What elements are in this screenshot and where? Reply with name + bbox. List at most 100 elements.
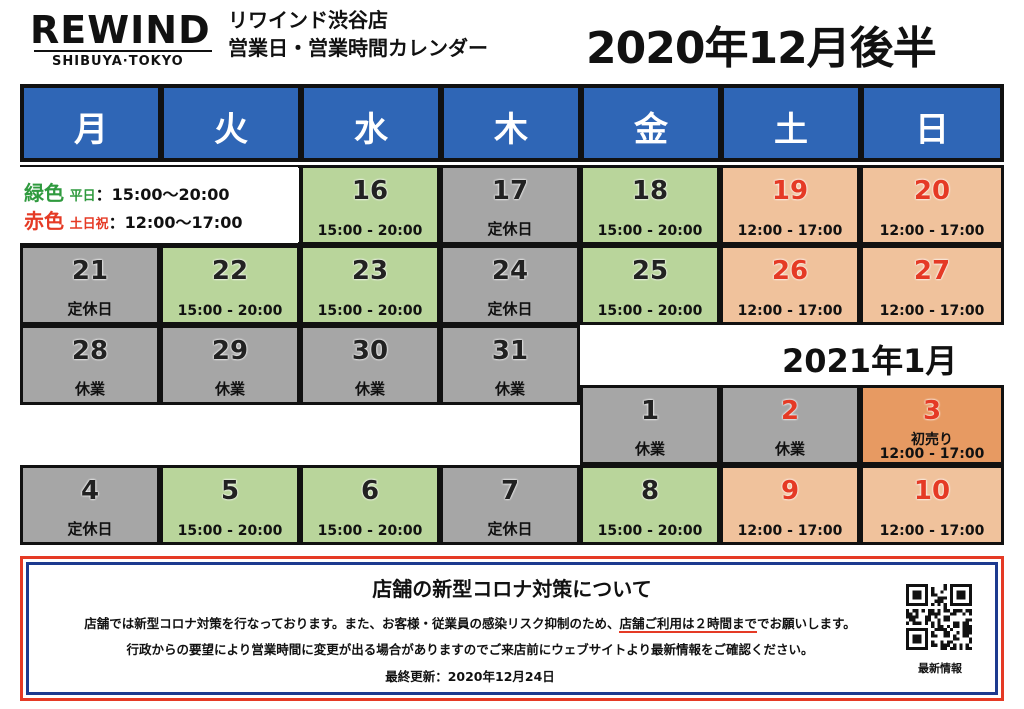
day-status: 休業 xyxy=(494,380,525,398)
weekday-label: 日 xyxy=(915,110,949,150)
day-cell-28: 28 休業 xyxy=(20,325,160,405)
day-number: 29 xyxy=(211,336,249,366)
hours-legend: 緑色 平日：15:00〜20:00 赤色 土日祝：12:00〜17:00 xyxy=(20,167,298,243)
notice-line-1-a: 店舗では新型コロナ対策を行なっております。また、お客様・従業員の感染リスク抑制の… xyxy=(84,616,620,631)
day-status: 休業 xyxy=(774,440,805,458)
day-cell-27: 27 12:00 - 17:00 xyxy=(860,245,1004,325)
day-number: 20 xyxy=(913,176,951,206)
day-cell-8: 8 15:00 - 20:00 xyxy=(580,465,720,545)
weekday-label: 土 xyxy=(774,110,808,150)
weekday-header-4: 金 xyxy=(580,84,722,162)
page-title: 2020年12月後半 xyxy=(586,23,937,74)
weekday-header-5: 土 xyxy=(720,84,862,162)
day-cell-20: 20 12:00 - 17:00 xyxy=(860,165,1004,245)
day-cell-30: 30 休業 xyxy=(300,325,440,405)
day-status: 休業 xyxy=(74,380,105,398)
legend-red-days: 土日祝 xyxy=(69,217,109,232)
logo-subtitle: SHIBUYA·TOKYO xyxy=(52,54,184,69)
business-hours: 12:00 - 17:00 xyxy=(737,223,843,239)
weekday-header-2: 水 xyxy=(300,84,442,162)
day-number: 25 xyxy=(631,256,669,286)
day-cell-6: 6 15:00 - 20:00 xyxy=(300,465,440,545)
day-number: 23 xyxy=(351,256,389,286)
day-number: 21 xyxy=(71,256,109,286)
notice-box xyxy=(26,562,998,695)
day-status: 初売り xyxy=(911,432,953,448)
notice-title: 店舗の新型コロナ対策について xyxy=(372,577,652,601)
business-hours: 12:00 - 17:00 xyxy=(879,446,985,462)
day-number: 28 xyxy=(71,336,109,366)
legend-weekday: 緑色 平日：15:00〜20:00 xyxy=(24,177,229,206)
day-number: 6 xyxy=(360,476,380,506)
weekday-header-0: 月 xyxy=(20,84,162,162)
day-cell-7: 7 定休日 xyxy=(440,465,580,545)
day-status: 定休日 xyxy=(487,520,533,538)
store-name: リワインド渋谷店 xyxy=(228,8,388,32)
day-cell-25: 25 15:00 - 20:00 xyxy=(580,245,720,325)
day-number: 2 xyxy=(780,396,800,426)
day-number: 17 xyxy=(491,176,529,206)
day-number: 3 xyxy=(922,396,942,426)
logo-rule xyxy=(34,50,212,52)
day-cell-17: 17 定休日 xyxy=(440,165,580,245)
weekday-label: 水 xyxy=(354,110,388,150)
day-cell-19: 19 12:00 - 17:00 xyxy=(720,165,860,245)
day-status: 定休日 xyxy=(67,520,113,538)
store-heading: リワインド渋谷店 営業日・営業時間カレンダー xyxy=(228,6,488,62)
legend-red-label: 赤色 xyxy=(24,209,64,233)
day-cell-21: 21 定休日 xyxy=(20,245,160,325)
day-cell-24: 24 定休日 xyxy=(440,245,580,325)
day-cell-16: 16 15:00 - 20:00 xyxy=(300,165,440,245)
day-status: 定休日 xyxy=(67,300,113,318)
day-cell-26: 26 12:00 - 17:00 xyxy=(720,245,860,325)
day-cell-22: 22 15:00 - 20:00 xyxy=(160,245,300,325)
day-status: 定休日 xyxy=(487,220,533,238)
legend-green-hours: ：15:00〜20:00 xyxy=(95,185,230,204)
day-cell-18: 18 15:00 - 20:00 xyxy=(580,165,720,245)
business-hours: 12:00 - 17:00 xyxy=(879,523,985,539)
business-hours: 15:00 - 20:00 xyxy=(317,223,423,239)
business-hours: 15:00 - 20:00 xyxy=(597,303,703,319)
day-status: 休業 xyxy=(634,440,665,458)
day-cell-4: 4 定休日 xyxy=(20,465,160,545)
business-hours: 12:00 - 17:00 xyxy=(737,303,843,319)
day-number: 22 xyxy=(211,256,249,286)
rewind-logo: REWIND SHIBUYA·TOKYO xyxy=(30,8,215,70)
business-hours: 15:00 - 20:00 xyxy=(597,223,703,239)
qr-label: 最新情報 xyxy=(918,662,962,675)
business-hours: 15:00 - 20:00 xyxy=(177,523,283,539)
day-number: 9 xyxy=(780,476,800,506)
day-number: 18 xyxy=(631,176,669,206)
logo-wordmark: REWIND xyxy=(30,8,211,52)
notice-outer-border xyxy=(20,556,1004,701)
weekday-header-3: 木 xyxy=(440,84,582,162)
notice-line-1: 店舗では新型コロナ対策を行なっております。また、お客様・従業員の感染リスク抑制の… xyxy=(40,613,900,633)
notice-line-2: 行政からの要望により営業時間に変更が出る場合がありますのでご来店前にウェブサイト… xyxy=(126,642,814,657)
business-hours: 15:00 - 20:00 xyxy=(597,523,703,539)
business-hours: 12:00 - 17:00 xyxy=(737,523,843,539)
day-cell-3: 3 初売り 12:00 - 17:00 xyxy=(860,385,1004,465)
day-status: 休業 xyxy=(354,380,385,398)
day-number: 7 xyxy=(500,476,520,506)
business-hours: 12:00 - 17:00 xyxy=(879,223,985,239)
qr-code-icon[interactable] xyxy=(906,584,972,650)
day-number: 26 xyxy=(771,256,809,286)
day-status: 休業 xyxy=(214,380,245,398)
day-number: 5 xyxy=(220,476,240,506)
day-cell-31: 31 休業 xyxy=(440,325,580,405)
legend-red-hours: ：12:00〜17:00 xyxy=(108,213,243,232)
legend-green-days: 平日 xyxy=(69,189,96,204)
day-cell-9: 9 12:00 - 17:00 xyxy=(720,465,860,545)
business-hours: 15:00 - 20:00 xyxy=(177,303,283,319)
notice-time-limit: 店舗ご利用は２時間まで xyxy=(619,616,757,633)
day-cell-10: 10 12:00 - 17:00 xyxy=(860,465,1004,545)
day-number: 8 xyxy=(640,476,660,506)
day-number: 31 xyxy=(491,336,529,366)
business-hours: 15:00 - 20:00 xyxy=(317,523,423,539)
business-hours: 15:00 - 20:00 xyxy=(317,303,423,319)
day-number: 16 xyxy=(351,176,389,206)
day-number: 27 xyxy=(913,256,951,286)
day-number: 4 xyxy=(80,476,100,506)
january-title: 2021年1月 xyxy=(782,342,958,380)
day-number: 24 xyxy=(491,256,529,286)
